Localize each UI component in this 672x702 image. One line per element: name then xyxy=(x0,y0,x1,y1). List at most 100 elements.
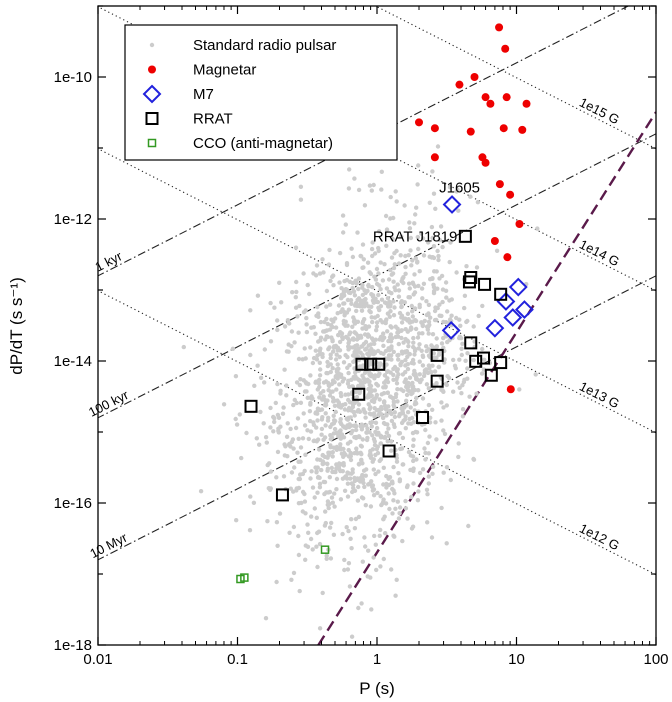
pulsar-point xyxy=(252,383,257,388)
pulsar-point xyxy=(441,319,446,325)
pulsar-point xyxy=(287,530,292,535)
pulsar-point xyxy=(386,277,392,282)
pulsar-point xyxy=(429,224,435,230)
pulsar-point xyxy=(357,390,362,396)
pulsar-point xyxy=(320,452,325,458)
pulsar-point xyxy=(405,516,410,521)
pulsar-point xyxy=(533,372,538,377)
pulsar-point xyxy=(405,366,411,372)
pulsar-point xyxy=(436,352,442,357)
pulsar-point xyxy=(320,257,325,262)
pulsar-point xyxy=(370,253,375,259)
pulsar-point xyxy=(428,315,433,320)
y-tick-label: 1e-12 xyxy=(54,211,92,228)
pulsar-point xyxy=(318,335,324,340)
pulsar-point xyxy=(397,310,403,316)
pulsar-point xyxy=(346,405,352,411)
pulsar-point xyxy=(407,226,413,231)
pulsar-point xyxy=(333,325,339,330)
pulsar-point xyxy=(396,516,402,521)
pulsar-point xyxy=(366,386,371,392)
pulsar-point xyxy=(361,407,366,412)
pulsar-point xyxy=(331,349,336,354)
pulsar-point xyxy=(315,418,320,423)
magnetar-point xyxy=(470,73,479,81)
magnetar-point xyxy=(503,253,512,262)
pulsar-point xyxy=(379,169,384,174)
pulsar-point xyxy=(404,392,410,398)
pulsar-point xyxy=(329,317,334,322)
magnetar-point xyxy=(490,236,499,245)
pulsar-point xyxy=(344,416,349,421)
pulsar-point xyxy=(274,579,279,585)
pulsar-point xyxy=(381,465,386,470)
pulsar-point xyxy=(317,395,322,400)
pulsar-point xyxy=(355,409,360,414)
pulsar-point xyxy=(371,457,376,462)
pulsar-point xyxy=(389,418,395,424)
pulsar-point xyxy=(386,491,391,496)
pulsar-point xyxy=(410,314,415,319)
pulsar-point xyxy=(394,381,400,386)
pulsar-point xyxy=(334,352,339,357)
pulsar-point xyxy=(244,430,249,436)
pulsar-point xyxy=(273,400,278,406)
pulsar-point xyxy=(251,500,257,505)
pulsar-point xyxy=(375,450,381,456)
pulsar-point xyxy=(371,436,377,442)
pulsar-point xyxy=(444,295,449,300)
pulsar-point xyxy=(346,370,351,376)
pulsar-point xyxy=(406,253,411,258)
pulsar-point xyxy=(466,523,471,529)
pulsar-point xyxy=(294,380,300,385)
pulsar-point xyxy=(342,474,348,480)
pulsar-point xyxy=(375,444,380,449)
pulsar-point xyxy=(422,318,427,324)
pulsar-point xyxy=(329,323,334,328)
pulsar-point xyxy=(467,394,472,399)
pulsar-point xyxy=(399,359,405,365)
pulsar-point xyxy=(411,468,416,474)
pulsar-point xyxy=(300,489,306,495)
pulsar-point xyxy=(317,384,322,390)
cco-point xyxy=(240,573,249,582)
pulsar-point xyxy=(363,473,368,478)
pulsar-point xyxy=(327,247,332,253)
pulsar-point xyxy=(334,487,339,492)
pulsar-point xyxy=(355,477,360,482)
pulsar-point xyxy=(305,544,311,549)
pulsar-point xyxy=(377,397,382,402)
pulsar-point xyxy=(358,443,364,448)
pulsar-point xyxy=(404,382,410,388)
pulsar-point xyxy=(295,416,301,421)
pulsar-point xyxy=(463,358,468,363)
pulsar-point xyxy=(330,337,335,343)
pulsar-point xyxy=(375,490,380,496)
pulsar-point xyxy=(305,428,310,433)
pulsar-point xyxy=(325,499,331,504)
pulsar-point xyxy=(298,184,304,189)
pulsar-point xyxy=(321,389,326,394)
pulsar-point xyxy=(368,393,373,399)
pulsar-point xyxy=(360,282,365,288)
pulsar-point xyxy=(370,298,376,303)
pulsar-point xyxy=(323,402,328,407)
pulsar-point xyxy=(327,302,333,307)
pulsar-point xyxy=(367,183,373,188)
pulsar-point xyxy=(328,436,333,442)
pulsar-point xyxy=(370,293,376,298)
pulsar-point xyxy=(410,430,416,436)
pulsar-point xyxy=(325,466,331,471)
pulsar-point xyxy=(425,440,431,446)
pulsar-point xyxy=(440,388,445,393)
pulsar-point xyxy=(432,269,437,274)
pulsar-point xyxy=(435,248,440,254)
pulsar-point xyxy=(348,476,353,481)
pulsar-point xyxy=(412,306,418,311)
pulsar-point xyxy=(317,541,323,547)
pulsar-point xyxy=(410,380,415,386)
rrat-point xyxy=(484,368,498,382)
rrat-point xyxy=(469,354,483,368)
pulsar-point xyxy=(332,316,338,321)
pulsar-point xyxy=(404,398,409,403)
